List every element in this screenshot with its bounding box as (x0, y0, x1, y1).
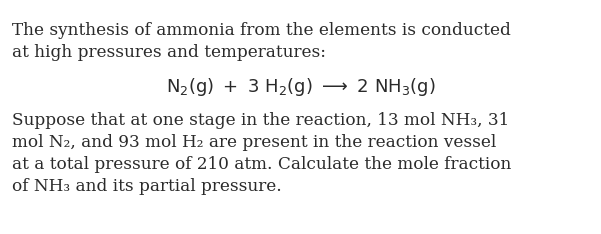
Text: of NH₃ and its partial pressure.: of NH₃ and its partial pressure. (12, 178, 282, 195)
Text: at high pressures and temperatures:: at high pressures and temperatures: (12, 44, 326, 61)
Text: at a total pressure of 210 atm. Calculate the mole fraction: at a total pressure of 210 atm. Calculat… (12, 156, 511, 173)
Text: mol N₂, and 93 mol H₂ are present in the reaction vessel: mol N₂, and 93 mol H₂ are present in the… (12, 134, 496, 151)
Text: $\mathrm{N_2(g)\ +\ 3\ H_2(g)\ \longrightarrow\ 2\ NH_3(g)}$: $\mathrm{N_2(g)\ +\ 3\ H_2(g)\ \longrigh… (166, 76, 435, 98)
Text: The synthesis of ammonia from the elements is conducted: The synthesis of ammonia from the elemen… (12, 22, 511, 39)
Text: Suppose that at one stage in the reaction, 13 mol NH₃, 31: Suppose that at one stage in the reactio… (12, 112, 509, 129)
